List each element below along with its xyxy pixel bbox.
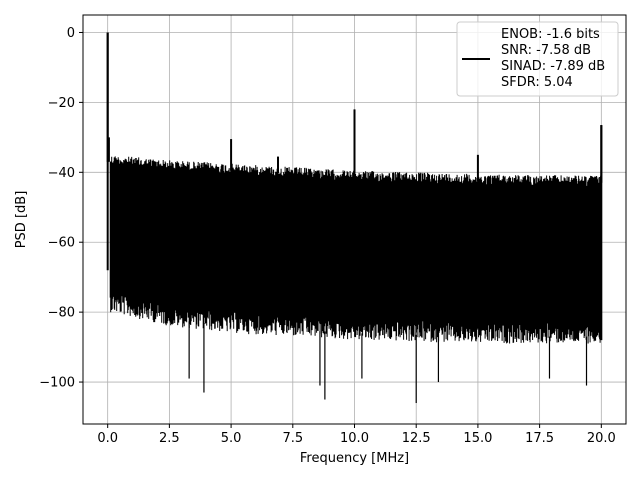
legend-entry-sfdr: SFDR: 5.04	[501, 75, 573, 90]
x-tick-label: 5.0	[221, 431, 242, 446]
legend-entry-snr: SNR: -7.58 dB	[501, 43, 591, 58]
x-axis-label: Frequency [MHz]	[300, 451, 409, 466]
x-tick-label: 20.0	[587, 431, 616, 446]
y-axis-label: PSD [dB]	[14, 191, 29, 249]
x-tick-label: 15.0	[463, 431, 492, 446]
y-axis-ticks: 0 −20 −40 −60 −80 −100	[39, 26, 83, 391]
y-tick-label: −20	[48, 96, 75, 111]
x-tick-label: 17.5	[525, 431, 554, 446]
y-tick-label: −80	[48, 306, 75, 321]
y-tick-label: −60	[48, 236, 75, 251]
psd-series	[106, 32, 603, 404]
legend-entry-enob: ENOB: -1.6 bits	[501, 27, 600, 42]
legend: ENOB: -1.6 bits SNR: -7.58 dB SINAD: -7.…	[456, 21, 619, 97]
x-tick-label: 0.0	[97, 431, 118, 446]
legend-entry-sinad: SINAD: -7.89 dB	[501, 59, 605, 74]
x-tick-label: 10.0	[340, 431, 369, 446]
y-tick-label: 0	[67, 26, 75, 41]
x-axis-ticks: 0.0 2.5 5.0 7.5 10.0 12.5 15.0 17.5 20.0	[97, 424, 616, 446]
x-tick-label: 7.5	[282, 431, 303, 446]
noise-core	[110, 172, 592, 309]
legend-box	[456, 21, 619, 97]
x-tick-label: 2.5	[159, 431, 180, 446]
y-tick-label: −100	[39, 376, 75, 391]
x-tick-label: 12.5	[402, 431, 431, 446]
y-tick-label: −40	[48, 166, 75, 181]
